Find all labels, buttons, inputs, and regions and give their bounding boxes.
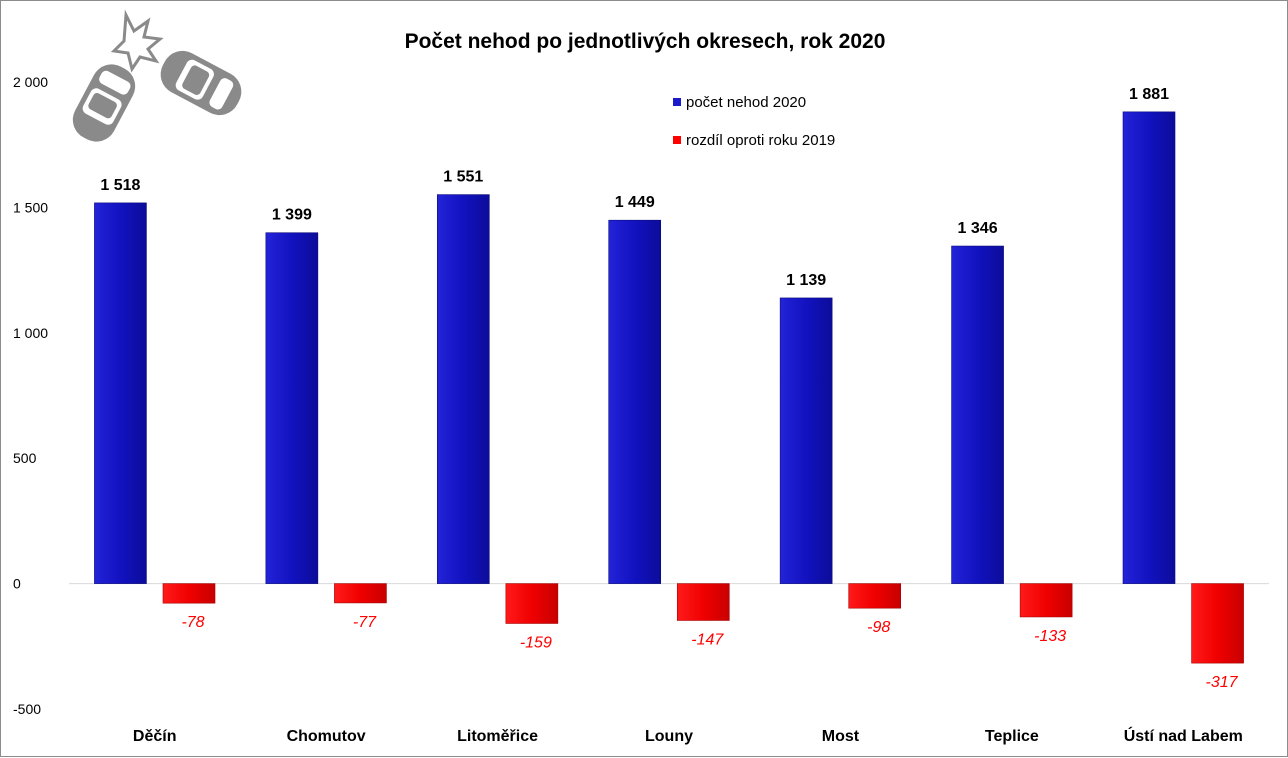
data-label: -147	[691, 631, 724, 648]
data-label: 1 449	[615, 194, 655, 211]
data-label: -98	[867, 619, 890, 636]
data-label: 1 518	[100, 177, 140, 194]
y-tick-label: 0	[13, 576, 21, 592]
bar-rozdil	[334, 583, 387, 604]
legend: počet nehod 2020 rozdíl oproti roku 2019	[673, 94, 835, 149]
x-tick-label: Litoměřice	[457, 728, 538, 745]
y-tick-label: 2 000	[13, 74, 48, 90]
bar-rozdil	[1191, 583, 1244, 664]
bar-pocet-nehod	[1122, 111, 1176, 584]
bar-rozdil	[1019, 583, 1073, 618]
x-tick-label: Louny	[645, 728, 693, 745]
x-axis: Děčín Chomutov Litoměřice Louny Most Teplice Ú…	[133, 726, 1243, 745]
y-tick-label: 500	[13, 450, 37, 466]
legend-swatch-rozdil	[673, 136, 681, 144]
bar-pocet-nehod	[779, 297, 833, 584]
chart-title: Počet nehod po jednotlivých okresech, ro…	[405, 30, 886, 53]
legend-swatch-pocet-nehod	[673, 98, 681, 106]
bar-rozdil	[848, 583, 902, 609]
legend-label-pocet-nehod: počet nehod 2020	[686, 94, 806, 111]
bar-rozdil	[676, 583, 730, 621]
x-tick-label: Ústí nad Labem	[1124, 726, 1243, 745]
data-label: 1 881	[1129, 86, 1169, 103]
bar-pocet-nehod	[436, 194, 490, 584]
data-label: -78	[181, 614, 204, 631]
y-tick-label: 1 000	[13, 325, 48, 341]
bar-pocet-nehod	[94, 202, 147, 584]
x-tick-label: Děčín	[133, 728, 177, 745]
data-label: 1 346	[958, 220, 998, 237]
data-labels: 1 518 -78 1 399 -77 1 551 -159 1 449 -147 1 139 -…	[100, 86, 1238, 691]
data-label: -77	[353, 614, 377, 631]
legend-label-rozdil: rozdíl oproti roku 2019	[686, 132, 835, 149]
data-label: 1 139	[786, 272, 826, 289]
bars	[94, 111, 1244, 664]
data-label: -159	[520, 634, 552, 651]
x-tick-label: Most	[822, 728, 860, 745]
bar-pocet-nehod	[951, 245, 1004, 584]
bar-pocet-nehod	[608, 219, 662, 584]
car-crash-icon	[72, 9, 242, 142]
y-tick-label: 1 500	[13, 199, 48, 215]
y-axis: -500 0 500 1 000 1 500 2 000	[13, 74, 48, 717]
data-label: 1 399	[272, 207, 312, 224]
bar-rozdil	[162, 583, 216, 604]
x-tick-label: Teplice	[985, 728, 1039, 745]
data-label: 1 551	[443, 169, 483, 186]
x-tick-label: Chomutov	[287, 728, 366, 745]
bar-rozdil	[505, 583, 559, 624]
data-label: -317	[1206, 674, 1239, 691]
data-label: -133	[1034, 628, 1066, 645]
bar-pocet-nehod	[265, 232, 319, 584]
y-tick-label: -500	[13, 701, 41, 717]
